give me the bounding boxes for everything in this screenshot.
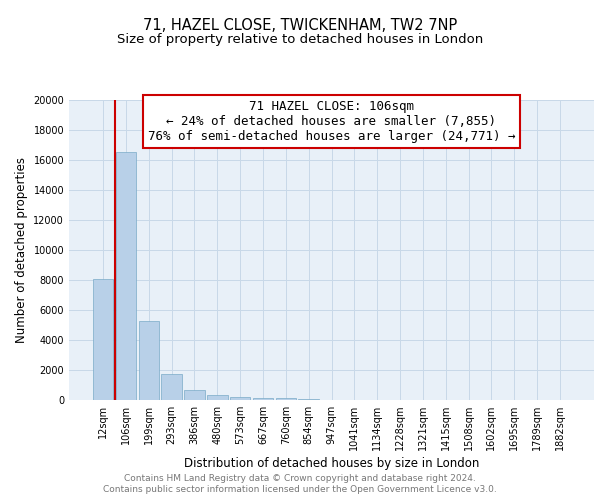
Text: Contains HM Land Registry data © Crown copyright and database right 2024.: Contains HM Land Registry data © Crown c…	[124, 474, 476, 483]
Text: Size of property relative to detached houses in London: Size of property relative to detached ho…	[117, 32, 483, 46]
X-axis label: Distribution of detached houses by size in London: Distribution of detached houses by size …	[184, 458, 479, 470]
Text: 71, HAZEL CLOSE, TWICKENHAM, TW2 7NP: 71, HAZEL CLOSE, TWICKENHAM, TW2 7NP	[143, 18, 457, 32]
Y-axis label: Number of detached properties: Number of detached properties	[15, 157, 28, 343]
Text: 71 HAZEL CLOSE: 106sqm
← 24% of detached houses are smaller (7,855)
76% of semi-: 71 HAZEL CLOSE: 106sqm ← 24% of detached…	[148, 100, 515, 143]
Bar	[139, 320, 159, 400]
Bar	[207, 395, 227, 400]
Bar	[230, 396, 250, 400]
Bar	[298, 399, 319, 400]
Bar	[93, 279, 113, 400]
Bar	[253, 398, 273, 400]
Bar	[184, 390, 205, 400]
Bar	[116, 152, 136, 400]
Text: Contains public sector information licensed under the Open Government Licence v3: Contains public sector information licen…	[103, 485, 497, 494]
Bar	[275, 398, 296, 400]
Bar	[161, 374, 182, 400]
